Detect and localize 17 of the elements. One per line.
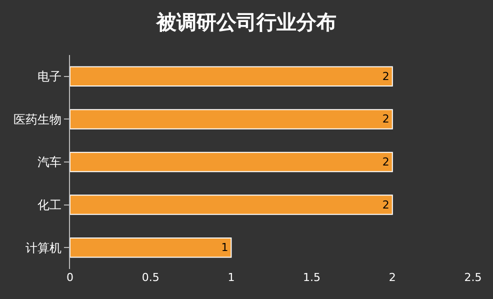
- chart-title: 被调研公司行业分布: [156, 10, 336, 34]
- y-tick-label: 汽车: [38, 155, 62, 170]
- y-tick-label: 医药生物: [14, 112, 62, 126]
- x-tick-label: 1: [228, 271, 235, 284]
- x-tick-label: 2.5: [464, 271, 482, 284]
- data-label: 2: [382, 156, 390, 168]
- x-tick-label: 2: [388, 271, 396, 284]
- x-tick-label: 0.5: [142, 271, 160, 284]
- data-label: 1: [221, 241, 228, 254]
- data-label: 2: [382, 112, 390, 126]
- y-tick-label: 化工: [38, 198, 62, 212]
- y-tick-label: 计算机: [26, 240, 62, 255]
- data-label: 2: [382, 198, 390, 212]
- x-tick-label: 1.5: [303, 271, 321, 284]
- x-tick-label: 0: [66, 271, 74, 284]
- y-tick-label: 电子: [38, 70, 62, 84]
- data-label: 2: [382, 70, 390, 83]
